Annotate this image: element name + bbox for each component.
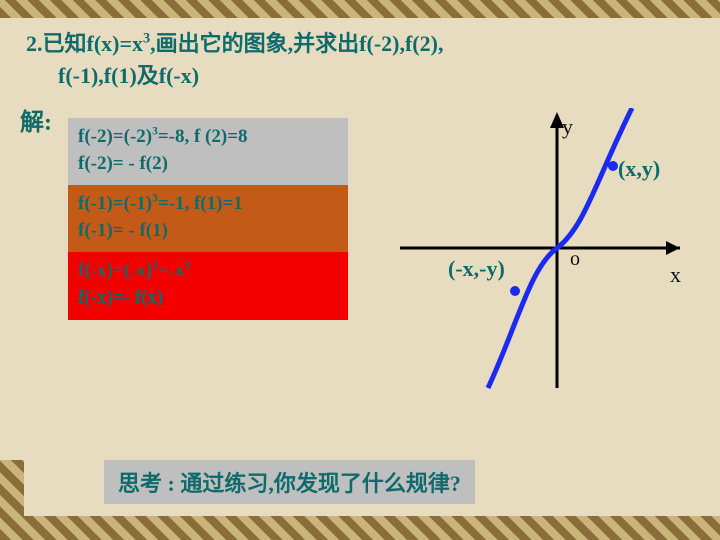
problem-line1b: ,画出它的图象,并求出f(-2),f(2), bbox=[150, 31, 443, 56]
slide-content: 2.已知f(x)=x3,画出它的图象,并求出f(-2),f(2), f(-1),… bbox=[0, 0, 720, 137]
point-label-xy: (x,y) bbox=[618, 156, 660, 182]
box1-line2: f(-2)= - f(2) bbox=[78, 151, 338, 178]
x-axis-arrow bbox=[666, 241, 680, 255]
box3-line2: f(-x)=- f(x) bbox=[78, 285, 338, 312]
solution-box-2: f(-1)=(-1)3=-1, f(1)=1 f(-1)= - f(1) bbox=[68, 185, 348, 252]
point-label-negxy: (-x,-y) bbox=[448, 256, 505, 282]
box2-line2: f(-1)= - f(1) bbox=[78, 218, 338, 245]
graph-svg bbox=[360, 108, 690, 398]
border-bottom bbox=[0, 516, 720, 540]
solution-boxes: f(-2)=(-2)3=-8, f (2)=8 f(-2)= - f(2) f(… bbox=[68, 118, 348, 320]
x-axis-label: x bbox=[670, 262, 681, 288]
box3-line1: f(-x)=(-x)3=-x3 bbox=[78, 258, 338, 285]
solution-box-3: f(-x)=(-x)3=-x3 f(-x)=- f(x) bbox=[68, 252, 348, 319]
problem-line1a: 已知f(x)=x bbox=[43, 31, 144, 56]
border-left-corner bbox=[0, 460, 24, 540]
box2-line1: f(-1)=(-1)3=-1, f(1)=1 bbox=[78, 191, 338, 218]
cubic-graph: y x o (x,y) (-x,-y) bbox=[360, 108, 690, 398]
problem-statement: 2.已知f(x)=x3,画出它的图象,并求出f(-2),f(2), f(-1),… bbox=[20, 28, 700, 92]
point-xy bbox=[608, 161, 618, 171]
problem-line2: f(-1),f(1)及f(-x) bbox=[26, 60, 700, 92]
y-axis-label: y bbox=[562, 114, 573, 140]
origin-label: o bbox=[570, 248, 580, 271]
problem-number: 2. bbox=[26, 31, 43, 56]
solution-box-1: f(-2)=(-2)3=-8, f (2)=8 f(-2)= - f(2) bbox=[68, 118, 348, 185]
box1-line1: f(-2)=(-2)3=-8, f (2)=8 bbox=[78, 124, 338, 151]
point-negxy bbox=[510, 286, 520, 296]
thinking-box: 思考 : 通过练习,你发现了什么规律? bbox=[104, 460, 475, 504]
